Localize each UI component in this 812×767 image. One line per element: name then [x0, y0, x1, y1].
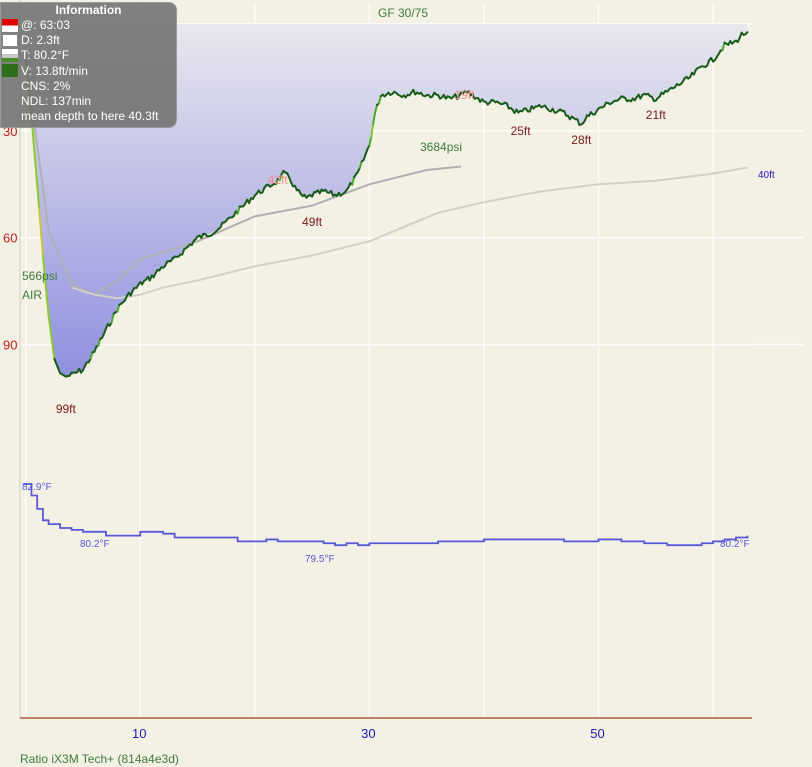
- end-pressure-label: 3684psi: [420, 140, 462, 154]
- mean-depth-line: [71, 166, 748, 300]
- max-depth-label: 99ft: [56, 402, 77, 416]
- depth-segment: [49, 329, 54, 346]
- depth-tick-label: 60: [3, 231, 17, 246]
- depth-segment: [372, 111, 377, 125]
- bottom-indicator-icon: [2, 34, 18, 47]
- depth-label: 25ft: [511, 124, 532, 138]
- start-pressure-label: 566psi: [22, 269, 57, 283]
- depth-segment: [278, 173, 283, 182]
- depth-profile-line: [24, 31, 749, 378]
- gradient-factor-label: GF 30/75: [378, 6, 428, 20]
- mean-depth-label: 40ft: [758, 170, 775, 181]
- depth-tick-label: 90: [3, 338, 17, 353]
- time-tick-label: 30: [361, 726, 375, 741]
- depth-segment: [41, 254, 46, 277]
- info-time: @: 63:03: [21, 18, 70, 32]
- depth-segment: [377, 95, 382, 105]
- cns-indicator-icon: [2, 19, 18, 32]
- tank-pressure-line: [24, 59, 462, 296]
- depth-label: 49ft: [302, 215, 323, 229]
- velocity-indicator-icon: [2, 64, 18, 77]
- temperature-label: 80.2°F: [80, 539, 110, 550]
- depth-segment: [374, 103, 379, 114]
- depth-segment: [43, 274, 48, 297]
- temperature-label: 79.5°F: [305, 554, 335, 565]
- temperature-label: 82.9°F: [22, 482, 52, 493]
- time-tick-label: 10: [132, 726, 146, 741]
- info-title: Information: [55, 3, 122, 17]
- depth-segment: [351, 176, 356, 186]
- depth-segment: [32, 138, 37, 163]
- depth-segment: [368, 135, 373, 147]
- min-depth-label: 42ft: [268, 173, 289, 187]
- min-depth-label: 19ft: [454, 88, 475, 102]
- depth-label: 21ft: [646, 108, 667, 122]
- depth-segment: [236, 205, 241, 215]
- info-temperature: T: 80.2°F: [21, 48, 70, 63]
- temperature-line: [23, 483, 749, 547]
- info-mean-depth: mean depth to here 40.3ft: [21, 109, 159, 124]
- depth-segment: [744, 31, 749, 36]
- depth-segment: [40, 230, 44, 257]
- depth-segment: [116, 303, 121, 313]
- depth-segment: [89, 351, 94, 360]
- depth-segment: [34, 160, 39, 186]
- gas-label: AIR: [22, 288, 42, 302]
- temperature-label: 80.2°F: [720, 539, 750, 550]
- info-depth: D: 2.3ft: [21, 33, 60, 48]
- dive-computer-label: Ratio iX3M Tech+ (814a4e3d): [20, 752, 179, 766]
- info-velocity: V: 13.8ft/min: [21, 63, 88, 78]
- depth-segment: [358, 160, 363, 169]
- info-ndl: NDL: 137min: [21, 94, 92, 109]
- depth-segment: [721, 41, 726, 52]
- depth-segment: [110, 312, 115, 324]
- ascent-indicator-icon: [2, 49, 18, 62]
- time-tick-label: 50: [590, 726, 604, 741]
- depth-segment: [51, 343, 56, 360]
- depth-segment: [36, 183, 41, 210]
- depth-segment: [45, 294, 50, 318]
- depth-segment: [370, 122, 375, 138]
- depth-profile-fill: [25, 24, 748, 377]
- info-cns: CNS: 2%: [21, 78, 71, 93]
- depth-segment: [47, 315, 52, 332]
- information-panel[interactable]: Information @: 63:03 D: 2.3ft T: 80.2°F …: [0, 2, 177, 128]
- depth-segment: [38, 207, 43, 233]
- depth-label: 28ft: [571, 133, 592, 147]
- depth-segment: [97, 338, 102, 347]
